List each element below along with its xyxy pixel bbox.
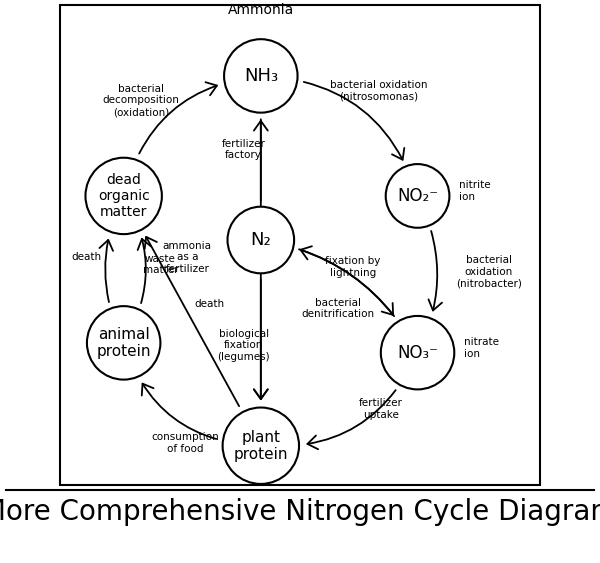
FancyArrowPatch shape	[142, 383, 216, 439]
FancyArrowPatch shape	[299, 249, 393, 315]
FancyArrowPatch shape	[137, 239, 151, 303]
Text: death: death	[72, 252, 102, 262]
FancyArrowPatch shape	[254, 121, 268, 200]
Text: ammonia
as a
fertilizer: ammonia as a fertilizer	[163, 240, 212, 274]
FancyArrowPatch shape	[100, 240, 113, 302]
Text: Ammonia: Ammonia	[227, 3, 294, 17]
FancyArrowPatch shape	[254, 119, 268, 399]
Text: bacterial oxidation
(nitrosomonas): bacterial oxidation (nitrosomonas)	[329, 80, 427, 101]
Text: nitrate
ion: nitrate ion	[464, 337, 499, 359]
FancyArrowPatch shape	[254, 279, 268, 399]
Text: fertilizer
uptake: fertilizer uptake	[359, 398, 403, 420]
Circle shape	[386, 164, 449, 228]
Circle shape	[223, 408, 299, 484]
Circle shape	[224, 39, 298, 113]
Text: fertilizer
factory: fertilizer factory	[222, 138, 266, 160]
Text: waste
matter: waste matter	[143, 254, 178, 275]
Text: NO₃⁻: NO₃⁻	[397, 343, 438, 361]
FancyArrowPatch shape	[139, 82, 217, 154]
Text: bacterial
denitrification: bacterial denitrification	[302, 298, 375, 319]
FancyArrowPatch shape	[301, 246, 394, 316]
Text: dead
organic
matter: dead organic matter	[98, 173, 149, 219]
Circle shape	[87, 306, 160, 379]
FancyArrowPatch shape	[145, 237, 239, 406]
Text: More Comprehensive Nitrogen Cycle Diagram: More Comprehensive Nitrogen Cycle Diagra…	[0, 498, 600, 526]
Text: fixation by
lightning: fixation by lightning	[325, 256, 380, 278]
Text: nitrite
ion: nitrite ion	[459, 180, 491, 202]
Text: animal
protein: animal protein	[97, 327, 151, 359]
Circle shape	[227, 207, 294, 273]
Text: bacterial
decomposition
(oxidation): bacterial decomposition (oxidation)	[103, 84, 179, 117]
Text: plant
protein: plant protein	[233, 430, 288, 462]
Circle shape	[85, 158, 162, 234]
Text: NH₃: NH₃	[244, 67, 278, 85]
Text: death: death	[194, 299, 224, 309]
Text: N₂: N₂	[250, 231, 271, 249]
Text: bacterial
oxidation
(nitrobacter): bacterial oxidation (nitrobacter)	[455, 255, 521, 288]
FancyArrowPatch shape	[307, 390, 395, 449]
Text: consumption
of food: consumption of food	[151, 432, 219, 454]
FancyArrowPatch shape	[304, 82, 404, 160]
Circle shape	[381, 316, 454, 390]
Text: biological
fixation
(legumes): biological fixation (legumes)	[217, 329, 270, 362]
FancyArrowPatch shape	[428, 231, 442, 310]
Text: NO₂⁻: NO₂⁻	[397, 187, 438, 205]
